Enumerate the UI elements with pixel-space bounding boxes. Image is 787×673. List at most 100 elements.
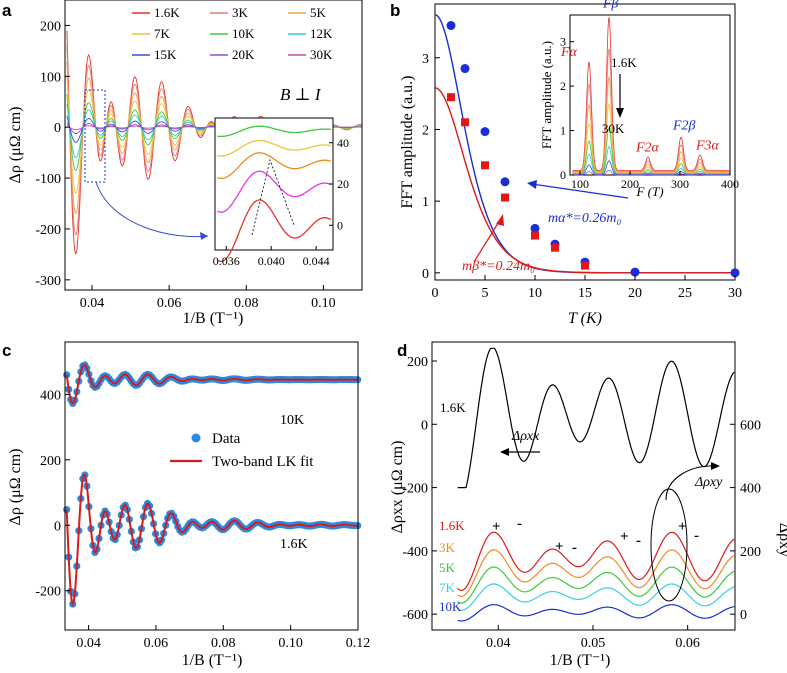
inset-b-ylabel: FFT amplitude (a.u.) [539, 41, 554, 149]
panel-d-frame [431, 341, 736, 631]
a-xtick-label: 0.04 [80, 296, 105, 311]
b-point-square [501, 193, 509, 202]
b-fit-curve [435, 87, 734, 274]
b-ytick-label: 3 [422, 52, 429, 67]
c-xtick-label: 0.08 [211, 636, 236, 651]
a-legend-label: 30K [310, 47, 333, 62]
b-point-circle [530, 223, 540, 233]
c-xtick-label: 0.12 [346, 636, 371, 651]
panel-a-inset: 0.036 0.040 0.044 0 20 40 [213, 117, 349, 268]
inset-b-spectrum [572, 126, 730, 175]
inset-a-series [217, 139, 331, 157]
inset-b-spectrum [572, 102, 730, 174]
a-legend-label: 10K [232, 26, 255, 41]
a-ytick-label: 200 [40, 19, 61, 34]
a-legend-label: 15K [154, 47, 177, 62]
beta-mass-label: mβ*=0.24m₀ [462, 259, 535, 274]
inset-b-xtick-label: 300 [671, 177, 689, 191]
b-point-circle [446, 21, 456, 31]
b-xtick-label: 15 [578, 286, 592, 301]
c-legend-label: Two-band LK fit [212, 454, 314, 470]
inset-a-series [217, 125, 331, 138]
b-xtick-label: 0 [432, 286, 439, 301]
panel-b-letter: b [390, 1, 400, 20]
panel-a-ylabel: Δρ (μΩ cm) [7, 107, 24, 184]
inset-b-spectrum [572, 169, 730, 176]
b-xtick-label: 30 [728, 286, 742, 301]
a-xtick-label: 0.06 [157, 296, 182, 311]
inset-b-spectrum [572, 75, 730, 173]
inset-b-spectrum [572, 145, 730, 175]
b-ytick-label: 2 [422, 123, 429, 138]
c-fit-line [65, 363, 358, 405]
d-ytick-right-label: 400 [740, 482, 761, 497]
rho-xx-arrow-head [500, 448, 509, 456]
inset-b-ytick-label: 2 [560, 79, 566, 93]
inset-b-spectrum [572, 48, 730, 172]
panel-a-annotation: B ⊥ I [280, 85, 322, 104]
b-xtick-label: 20 [628, 286, 642, 301]
panel-c-ylabel: Δρ (μΩ cm) [7, 449, 24, 526]
panel-a-xlabel: 1/B (T⁻¹) [183, 310, 244, 327]
d-curve-label: 1.6K [439, 518, 465, 533]
c-ytick-label: 0 [54, 519, 61, 534]
c-ytick-label: 400 [40, 388, 61, 403]
beta-arrow [473, 219, 501, 263]
a-xtick-label: 0.08 [234, 296, 259, 311]
rho-xy-arrow [665, 465, 713, 501]
c-xtick-label: 0.04 [76, 636, 101, 651]
d-curve-label: 3K [439, 540, 456, 555]
inset-a-xtick-label: 0.036 [213, 254, 240, 268]
b-point-square [481, 161, 489, 170]
d-ytick-right-label: 600 [740, 418, 761, 433]
d-rho-xy-curve [457, 531, 735, 592]
b-xtick-label: 10 [528, 286, 542, 301]
inset-b-spectrum [572, 17, 730, 171]
d-xtick-label: 0.05 [581, 636, 606, 651]
d-rho-xy-curve [457, 549, 735, 598]
b-point-circle [630, 267, 640, 277]
inset-b-top-label: 1.6K [611, 55, 637, 70]
d-curve-label: 7K [439, 580, 456, 595]
inset-b-frame [569, 14, 731, 176]
alpha-arrow [531, 183, 629, 199]
curve-label-10k: 10K [280, 413, 304, 428]
a-legend-label: 3K [232, 5, 249, 20]
panel-d-ylabel-left: Δρxx (μΩ cm) [389, 441, 406, 534]
a-legend-label: 12K [310, 26, 333, 41]
inset-b-xtick-label: 400 [721, 177, 739, 191]
inset-b-xlabel: F (T) [635, 184, 663, 199]
d-rho-xy-curve [457, 566, 735, 604]
d-sign-label: - [636, 533, 641, 549]
zoom-box [84, 89, 106, 183]
b-ytick-label: 1 [422, 195, 429, 210]
rho-xy-label: Δρxy [694, 475, 723, 490]
d-xtick-label: 0.04 [486, 636, 511, 651]
inset-a-series [216, 199, 332, 263]
d-curve-label: 10K [439, 599, 462, 614]
inset-b-bottom-label: 30K [602, 121, 625, 136]
panel-d-letter: d [397, 341, 407, 360]
panel-b-inset: 100 200 300 400 0 1 2 3Fα Fβ F2α F2β F3α F (T) FFT … [539, 0, 739, 199]
c-legend-label: Data [212, 431, 241, 447]
c-xtick-label: 0.10 [278, 636, 303, 651]
rho-xy-arrow-head [711, 462, 720, 470]
c-ytick-label: -200 [35, 585, 61, 600]
b-xtick-label: 25 [678, 286, 692, 301]
d-rho-xx-curve [457, 347, 735, 489]
curve-label-1-6k: 1.6K [280, 537, 308, 552]
panel-b-xlabel: T (K) [568, 310, 602, 327]
alpha-arrow-head [527, 180, 537, 189]
b-point-circle [480, 127, 490, 137]
b-point-circle [730, 268, 740, 278]
inset-b-ytick-label: 0 [560, 168, 566, 182]
a-ytick-label: -300 [35, 274, 61, 289]
d-ytick-left-label: -200 [402, 482, 428, 497]
d-sign-label: + [555, 539, 564, 555]
b-point-square [447, 93, 455, 102]
c-fit-line [65, 473, 358, 608]
inset-b-peak-label: F2α [635, 141, 660, 156]
d-xtick-label: 0.06 [675, 636, 700, 651]
